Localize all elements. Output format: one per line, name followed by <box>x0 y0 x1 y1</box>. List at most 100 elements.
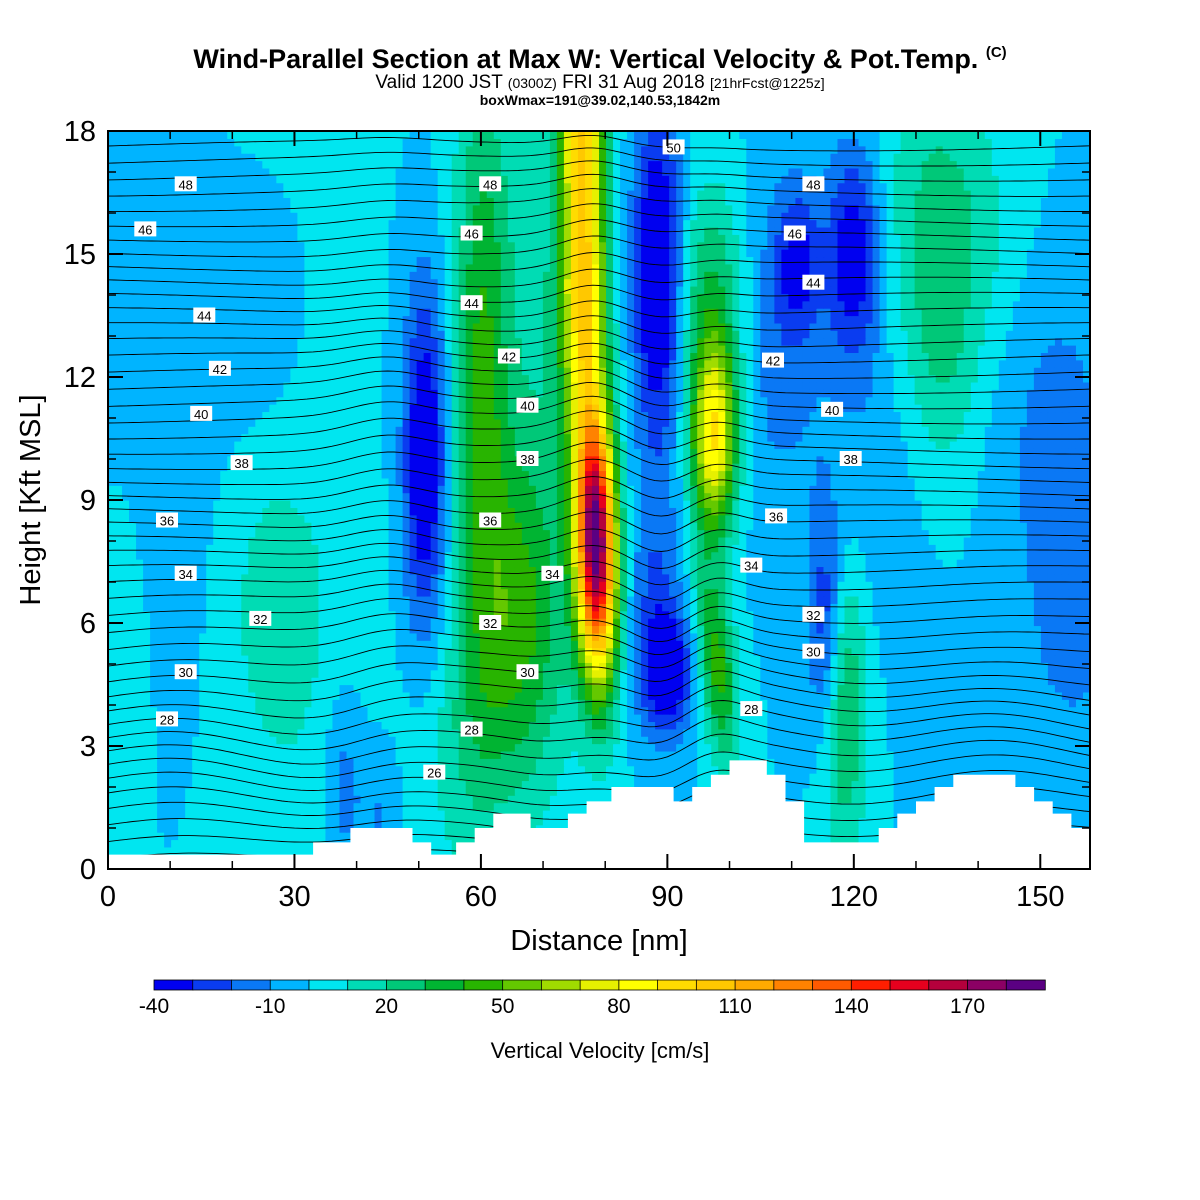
field-cell <box>290 809 298 818</box>
field-cell <box>507 677 516 686</box>
field-cell <box>416 809 425 818</box>
field-cell <box>451 618 460 627</box>
field-cell <box>753 654 761 663</box>
field-cell <box>977 743 986 752</box>
field-cell <box>122 846 130 855</box>
field-cell <box>332 669 341 678</box>
field-cell <box>549 647 558 656</box>
field-cell <box>241 787 249 796</box>
field-cell <box>984 691 993 700</box>
field-cell <box>900 640 909 649</box>
field-cell <box>367 669 376 678</box>
field-cell <box>1033 625 1042 634</box>
field-cell <box>998 618 1007 627</box>
field-cell <box>1012 780 1021 789</box>
field-cell <box>437 647 446 656</box>
field-cell <box>753 677 761 686</box>
field-cell <box>185 824 193 833</box>
field-cell <box>907 625 916 634</box>
field-cell <box>914 662 923 671</box>
field-cell <box>269 669 277 678</box>
field-cell <box>353 780 362 789</box>
field-cell <box>143 750 151 759</box>
field-cell <box>143 817 151 826</box>
field-cell <box>648 765 656 774</box>
field-cell <box>500 758 509 767</box>
field-cell <box>402 632 411 641</box>
field-cell <box>381 632 390 641</box>
field-cell <box>613 758 621 767</box>
field-cell <box>1019 773 1028 782</box>
field-cell <box>199 721 207 730</box>
field-cell <box>556 699 565 708</box>
field-cell <box>353 647 362 656</box>
field-cell <box>276 824 284 833</box>
field-cell <box>311 809 320 818</box>
field-cell <box>262 846 270 855</box>
field-cell <box>781 728 789 737</box>
field-cell <box>185 765 193 774</box>
field-cell <box>591 714 600 722</box>
field-cell <box>206 802 214 811</box>
field-cell <box>241 603 249 612</box>
field-cell <box>374 677 383 686</box>
field-cell <box>844 780 853 789</box>
field-cell <box>879 632 888 641</box>
field-cell <box>802 743 811 752</box>
field-cell <box>346 618 355 627</box>
field-cell <box>115 669 123 678</box>
field-cell <box>570 765 579 774</box>
field-cell <box>122 714 130 722</box>
field-cell <box>311 773 320 782</box>
field-cell <box>451 691 460 700</box>
field-cell <box>809 765 818 774</box>
field-cell <box>858 728 867 737</box>
field-cell <box>353 669 362 678</box>
field-cell <box>928 691 937 700</box>
field-cell <box>641 691 649 700</box>
field-cell <box>837 824 846 833</box>
field-cell <box>914 743 923 752</box>
field-cell <box>746 728 754 737</box>
field-cell <box>199 802 207 811</box>
field-cell <box>451 706 460 715</box>
field-cell <box>325 721 334 730</box>
field-cell <box>570 802 579 811</box>
field-cell <box>206 714 214 722</box>
field-cell <box>928 773 937 782</box>
field-cell <box>949 684 958 693</box>
field-cell <box>669 603 677 612</box>
field-cell <box>185 618 193 627</box>
field-cell <box>872 647 881 656</box>
field-cell <box>458 802 467 811</box>
field-cell <box>823 699 832 708</box>
field-cell <box>746 632 754 641</box>
field-cell <box>227 832 235 841</box>
field-cell <box>732 743 740 752</box>
field-cell <box>542 743 551 752</box>
field-cell <box>655 736 663 745</box>
field-cell <box>241 632 249 641</box>
field-cell <box>577 721 586 730</box>
field-cell <box>837 721 846 730</box>
field-cell <box>893 677 902 686</box>
field-cell <box>220 677 228 686</box>
field-cell <box>620 654 628 663</box>
field-cell <box>556 765 565 774</box>
field-cell <box>227 787 235 796</box>
field-cell <box>206 758 214 767</box>
field-cell <box>949 618 958 627</box>
field-cell <box>542 654 551 663</box>
field-cell <box>297 691 305 700</box>
field-cell <box>276 780 284 789</box>
field-cell <box>192 699 200 708</box>
field-cell <box>816 802 825 811</box>
field-cell <box>1012 654 1021 663</box>
field-cell <box>192 758 200 767</box>
field-cell <box>781 699 789 708</box>
field-cell <box>641 654 649 663</box>
field-cell <box>865 758 874 767</box>
field-cell <box>199 750 207 759</box>
field-cell <box>108 669 116 678</box>
field-cell <box>458 780 467 789</box>
